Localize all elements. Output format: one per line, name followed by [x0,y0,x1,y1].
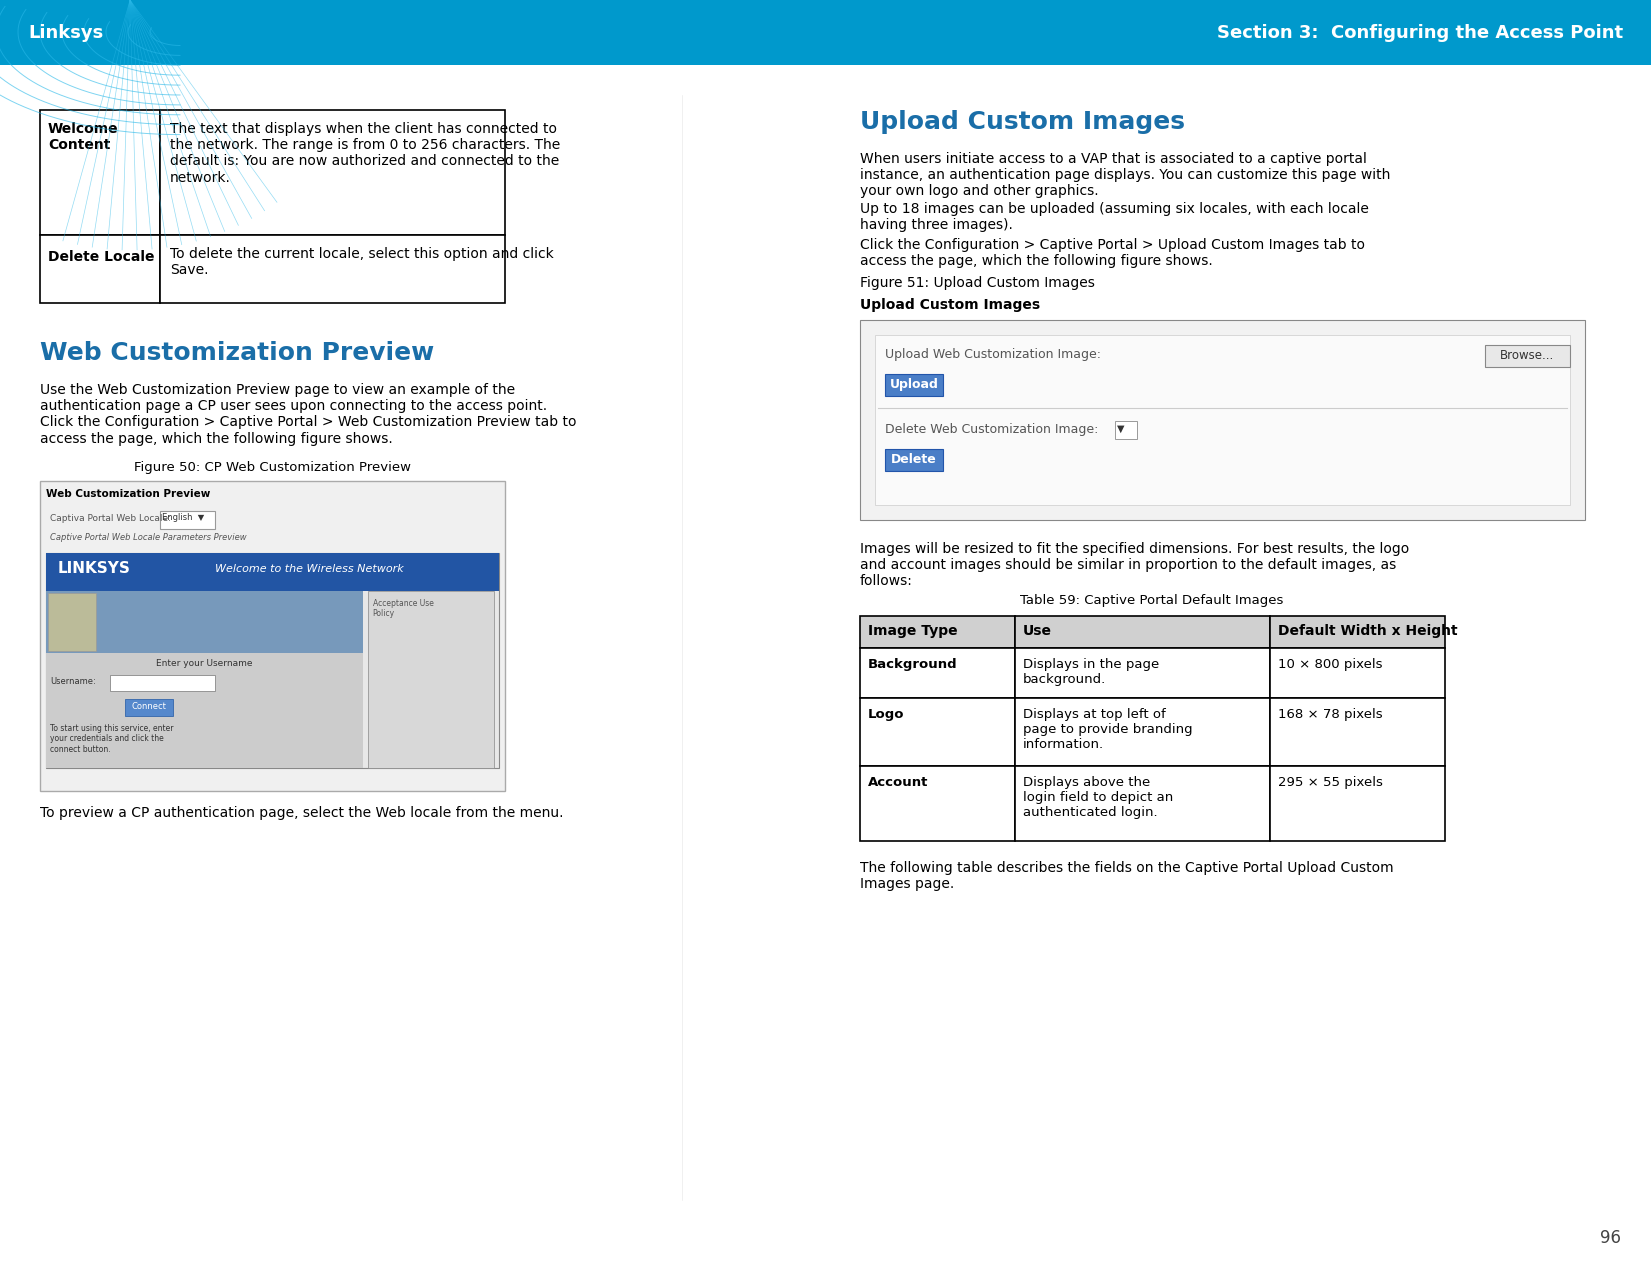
Text: Username:: Username: [50,677,96,686]
Text: Captive Portal Web Locale Parameters Preview: Captive Portal Web Locale Parameters Pre… [50,533,246,542]
Text: Browse...: Browse... [1499,349,1554,362]
Text: The following table describes the fields on the Captive Portal Upload Custom
Ima: The following table describes the fields… [860,861,1393,891]
Text: Background: Background [868,658,958,671]
Bar [1270,697,1445,766]
Text: Welcome to the Wireless Network: Welcome to the Wireless Network [215,564,404,574]
Text: Upload Custom Images: Upload Custom Images [860,298,1040,312]
Bar [40,481,505,790]
Bar [46,592,363,653]
Text: LINKSYS: LINKSYS [58,561,130,576]
Text: Displays above the
login field to depict an
authenticated login.: Displays above the login field to depict… [1024,776,1174,819]
Text: When users initiate access to a VAP that is associated to a captive portal
insta: When users initiate access to a VAP that… [860,152,1390,199]
Bar [160,511,215,529]
Text: Welcome
Content: Welcome Content [48,122,119,152]
Text: Use: Use [1024,623,1052,638]
Text: 96: 96 [1600,1229,1621,1247]
Bar [40,110,160,235]
Bar [860,648,1015,697]
Text: To delete the current locale, select this option and click
Save.: To delete the current locale, select thi… [170,247,553,277]
Bar [368,592,494,768]
Text: The text that displays when the client has connected to
the network. The range i: The text that displays when the client h… [170,122,560,185]
Text: Delete Locale: Delete Locale [48,250,155,264]
Text: Delete: Delete [892,453,936,465]
Bar [125,699,173,717]
Text: Linksys: Linksys [28,23,104,42]
Bar [1015,616,1270,648]
Bar [46,553,499,768]
Text: Default Width x Height: Default Width x Height [1278,623,1458,638]
Bar [1270,766,1445,842]
Text: 10 × 800 pixels: 10 × 800 pixels [1278,658,1382,671]
Text: 168 × 78 pixels: 168 × 78 pixels [1278,708,1382,720]
Bar [160,110,505,235]
Text: 295 × 55 pixels: 295 × 55 pixels [1278,776,1384,789]
Text: Image Type: Image Type [868,623,958,638]
Text: Connect: Connect [132,703,167,711]
Bar [160,235,505,303]
Text: Images will be resized to fit the specified dimensions. For best results, the lo: Images will be resized to fit the specif… [860,542,1410,588]
Text: To start using this service, enter
your credentials and click the
connect button: To start using this service, enter your … [50,724,173,754]
Bar [1270,648,1445,697]
Bar [1270,616,1445,648]
Text: Use the Web Customization Preview page to view an example of the
authentication : Use the Web Customization Preview page t… [40,382,576,445]
Text: Displays in the page
background.: Displays in the page background. [1024,658,1159,686]
Bar [46,592,363,768]
Bar [860,766,1015,842]
Text: Upload Web Customization Image:: Upload Web Customization Image: [885,348,1101,361]
Bar [111,674,215,691]
Bar [1015,766,1270,842]
Bar [46,553,499,592]
Bar [860,697,1015,766]
Text: English  ▼: English ▼ [162,513,205,521]
Text: Upload: Upload [890,377,938,391]
Bar [0,0,1651,65]
Text: To preview a CP authentication page, select the Web locale from the menu.: To preview a CP authentication page, sel… [40,806,563,820]
Text: Captiva Portal Web Locale:: Captiva Portal Web Locale: [50,514,172,523]
Bar [1114,421,1138,439]
Text: Figure 51: Upload Custom Images: Figure 51: Upload Custom Images [860,275,1095,289]
Text: Logo: Logo [868,708,905,720]
Text: Acceptance Use
Policy: Acceptance Use Policy [373,599,434,618]
Bar [40,235,160,303]
Bar [875,335,1570,505]
Text: Web Customization Preview: Web Customization Preview [46,490,210,499]
Bar [885,374,943,397]
Text: Click the Configuration > Captive Portal > Upload Custom Images tab to
access th: Click the Configuration > Captive Portal… [860,238,1365,268]
Text: Web Customization Preview: Web Customization Preview [40,340,434,365]
Text: Displays at top left of
page to provide branding
information.: Displays at top left of page to provide … [1024,708,1192,751]
Text: Up to 18 images can be uploaded (assuming six locales, with each locale
having t: Up to 18 images can be uploaded (assumin… [860,201,1369,232]
Text: Enter your Username: Enter your Username [155,659,253,668]
Bar [48,593,96,652]
Bar [1015,697,1270,766]
Bar [1015,648,1270,697]
Text: Section 3:  Configuring the Access Point: Section 3: Configuring the Access Point [1217,23,1623,42]
Text: Figure 50: CP Web Customization Preview: Figure 50: CP Web Customization Preview [134,462,411,474]
Bar [1484,346,1570,367]
Bar [860,320,1585,520]
Bar [885,449,943,470]
Bar [860,616,1015,648]
Text: Account: Account [868,776,928,789]
Text: ▼: ▼ [1118,425,1124,434]
Text: Upload Custom Images: Upload Custom Images [860,110,1185,134]
Text: Delete Web Customization Image:: Delete Web Customization Image: [885,423,1098,436]
Text: Table 59: Captive Portal Default Images: Table 59: Captive Portal Default Images [1020,594,1284,607]
